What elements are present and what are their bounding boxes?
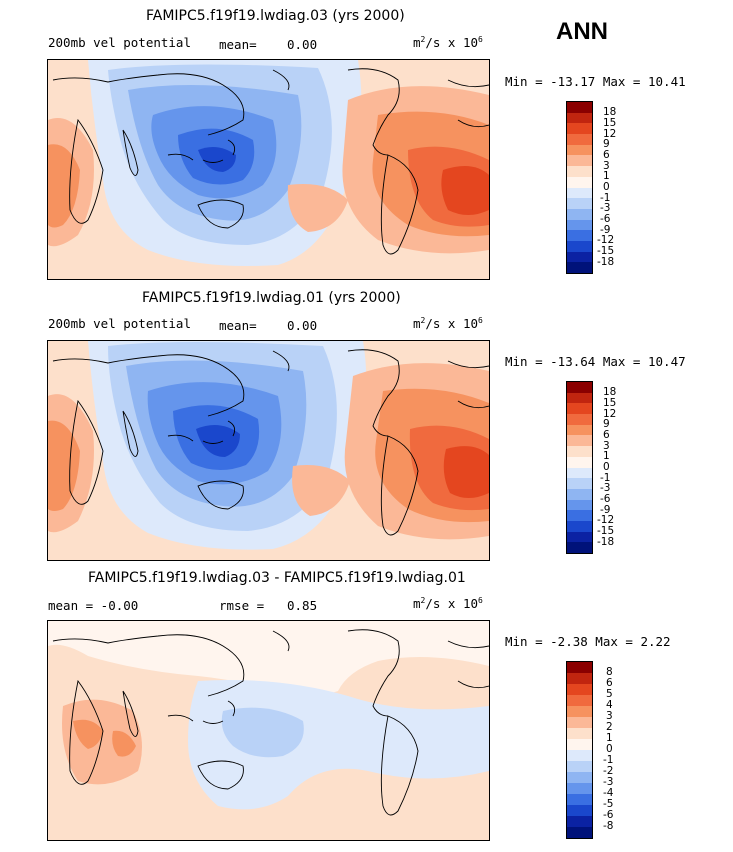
colorbar-tick: -3 bbox=[600, 482, 611, 494]
colorbar-tick: 18 bbox=[603, 106, 617, 118]
colorbar-tick: -6 bbox=[600, 493, 611, 505]
panel-1-minmax: Min = -13.17 Max = 10.41 bbox=[505, 74, 686, 89]
panel-1-units: m2/s x 106 bbox=[413, 35, 483, 51]
colorbar-tick: -1 bbox=[600, 472, 611, 484]
panel-1-variable-label: 200mb vel potential bbox=[48, 35, 191, 50]
colorbar-tick: 6 bbox=[603, 149, 610, 161]
colorbar-tick: 0 bbox=[603, 461, 610, 473]
colorbar-tick: 1 bbox=[603, 450, 610, 462]
panel-2-mean-label: mean= bbox=[219, 318, 257, 333]
colorbar-tick: -12 bbox=[597, 234, 615, 246]
colorbar-tick: 0 bbox=[606, 743, 613, 755]
colorbar-tick: 3 bbox=[606, 710, 613, 722]
colorbar-tick: 9 bbox=[603, 138, 610, 150]
panel-3-minmax: Min = -2.38 Max = 2.22 bbox=[505, 634, 671, 649]
panel-2-map bbox=[47, 340, 490, 561]
colorbar-tick: -1 bbox=[600, 192, 611, 204]
colorbar-tick: -18 bbox=[597, 536, 615, 548]
panel-2-units: m2/s x 106 bbox=[413, 316, 483, 332]
colorbar-tick: -2 bbox=[603, 765, 614, 777]
colorbar-tick: -3 bbox=[600, 202, 611, 214]
colorbar-tick: -15 bbox=[597, 245, 615, 257]
panel-3-title: FAMIPC5.f19f19.lwdiag.03 - FAMIPC5.f19f1… bbox=[88, 570, 466, 586]
season-label: ANN bbox=[556, 18, 608, 45]
panel-1-colorbar bbox=[566, 101, 593, 274]
colorbar-tick: 8 bbox=[606, 666, 613, 678]
colorbar-tick: -1 bbox=[603, 754, 614, 766]
panel-2-colorbar bbox=[566, 381, 593, 554]
panel-2-variable-label: 200mb vel potential bbox=[48, 316, 191, 331]
colorbar-tick: 12 bbox=[603, 408, 617, 420]
colorbar-tick: -3 bbox=[603, 776, 614, 788]
colorbar-tick: 5 bbox=[606, 688, 613, 700]
colorbar-tick: 4 bbox=[606, 699, 613, 711]
panel-3-colorbar bbox=[566, 661, 593, 839]
panel-3-mean-label: mean = -0.00 bbox=[48, 598, 139, 613]
colorbar-tick: -5 bbox=[603, 798, 614, 810]
panel-3-units: m2/s x 106 bbox=[413, 596, 483, 612]
colorbar-tick: -15 bbox=[597, 525, 615, 537]
colorbar-tick: 0 bbox=[603, 181, 610, 193]
colorbar-tick: 3 bbox=[603, 160, 610, 172]
colorbar-tick: -6 bbox=[600, 213, 611, 225]
colorbar-tick: -18 bbox=[597, 256, 615, 268]
panel-1-mean-label: mean= bbox=[219, 37, 257, 52]
colorbar-tick: -9 bbox=[600, 504, 611, 516]
colorbar-tick: 9 bbox=[603, 418, 610, 430]
colorbar-tick: -12 bbox=[597, 514, 615, 526]
colorbar-tick: 15 bbox=[603, 117, 617, 129]
colorbar-tick: -6 bbox=[603, 809, 614, 821]
colorbar-tick: 1 bbox=[603, 170, 610, 182]
colorbar-tick: 12 bbox=[603, 128, 617, 140]
colorbar-tick: 15 bbox=[603, 397, 617, 409]
colorbar-tick: 1 bbox=[606, 732, 613, 744]
panel-2-mean-value: 0.00 bbox=[287, 318, 318, 333]
colorbar-tick: 3 bbox=[603, 440, 610, 452]
colorbar-tick: -4 bbox=[603, 787, 614, 799]
panel-2-minmax: Min = -13.64 Max = 10.47 bbox=[505, 354, 686, 369]
colorbar-tick: 18 bbox=[603, 386, 617, 398]
panel-1-map bbox=[47, 59, 490, 280]
panel-1-title: FAMIPC5.f19f19.lwdiag.03 (yrs 2000) bbox=[146, 8, 405, 24]
panel-3-map bbox=[47, 620, 490, 841]
panel-3-rmse-label: rmse = bbox=[219, 598, 265, 613]
panel-2-title: FAMIPC5.f19f19.lwdiag.01 (yrs 2000) bbox=[142, 290, 401, 306]
panel-1-mean-value: 0.00 bbox=[287, 37, 318, 52]
colorbar-tick: 6 bbox=[603, 429, 610, 441]
colorbar-tick: -8 bbox=[603, 820, 614, 832]
colorbar-tick: 2 bbox=[606, 721, 613, 733]
colorbar-tick: -9 bbox=[600, 224, 611, 236]
panel-3-rmse-value: 0.85 bbox=[287, 598, 318, 613]
colorbar-tick: 6 bbox=[606, 677, 613, 689]
